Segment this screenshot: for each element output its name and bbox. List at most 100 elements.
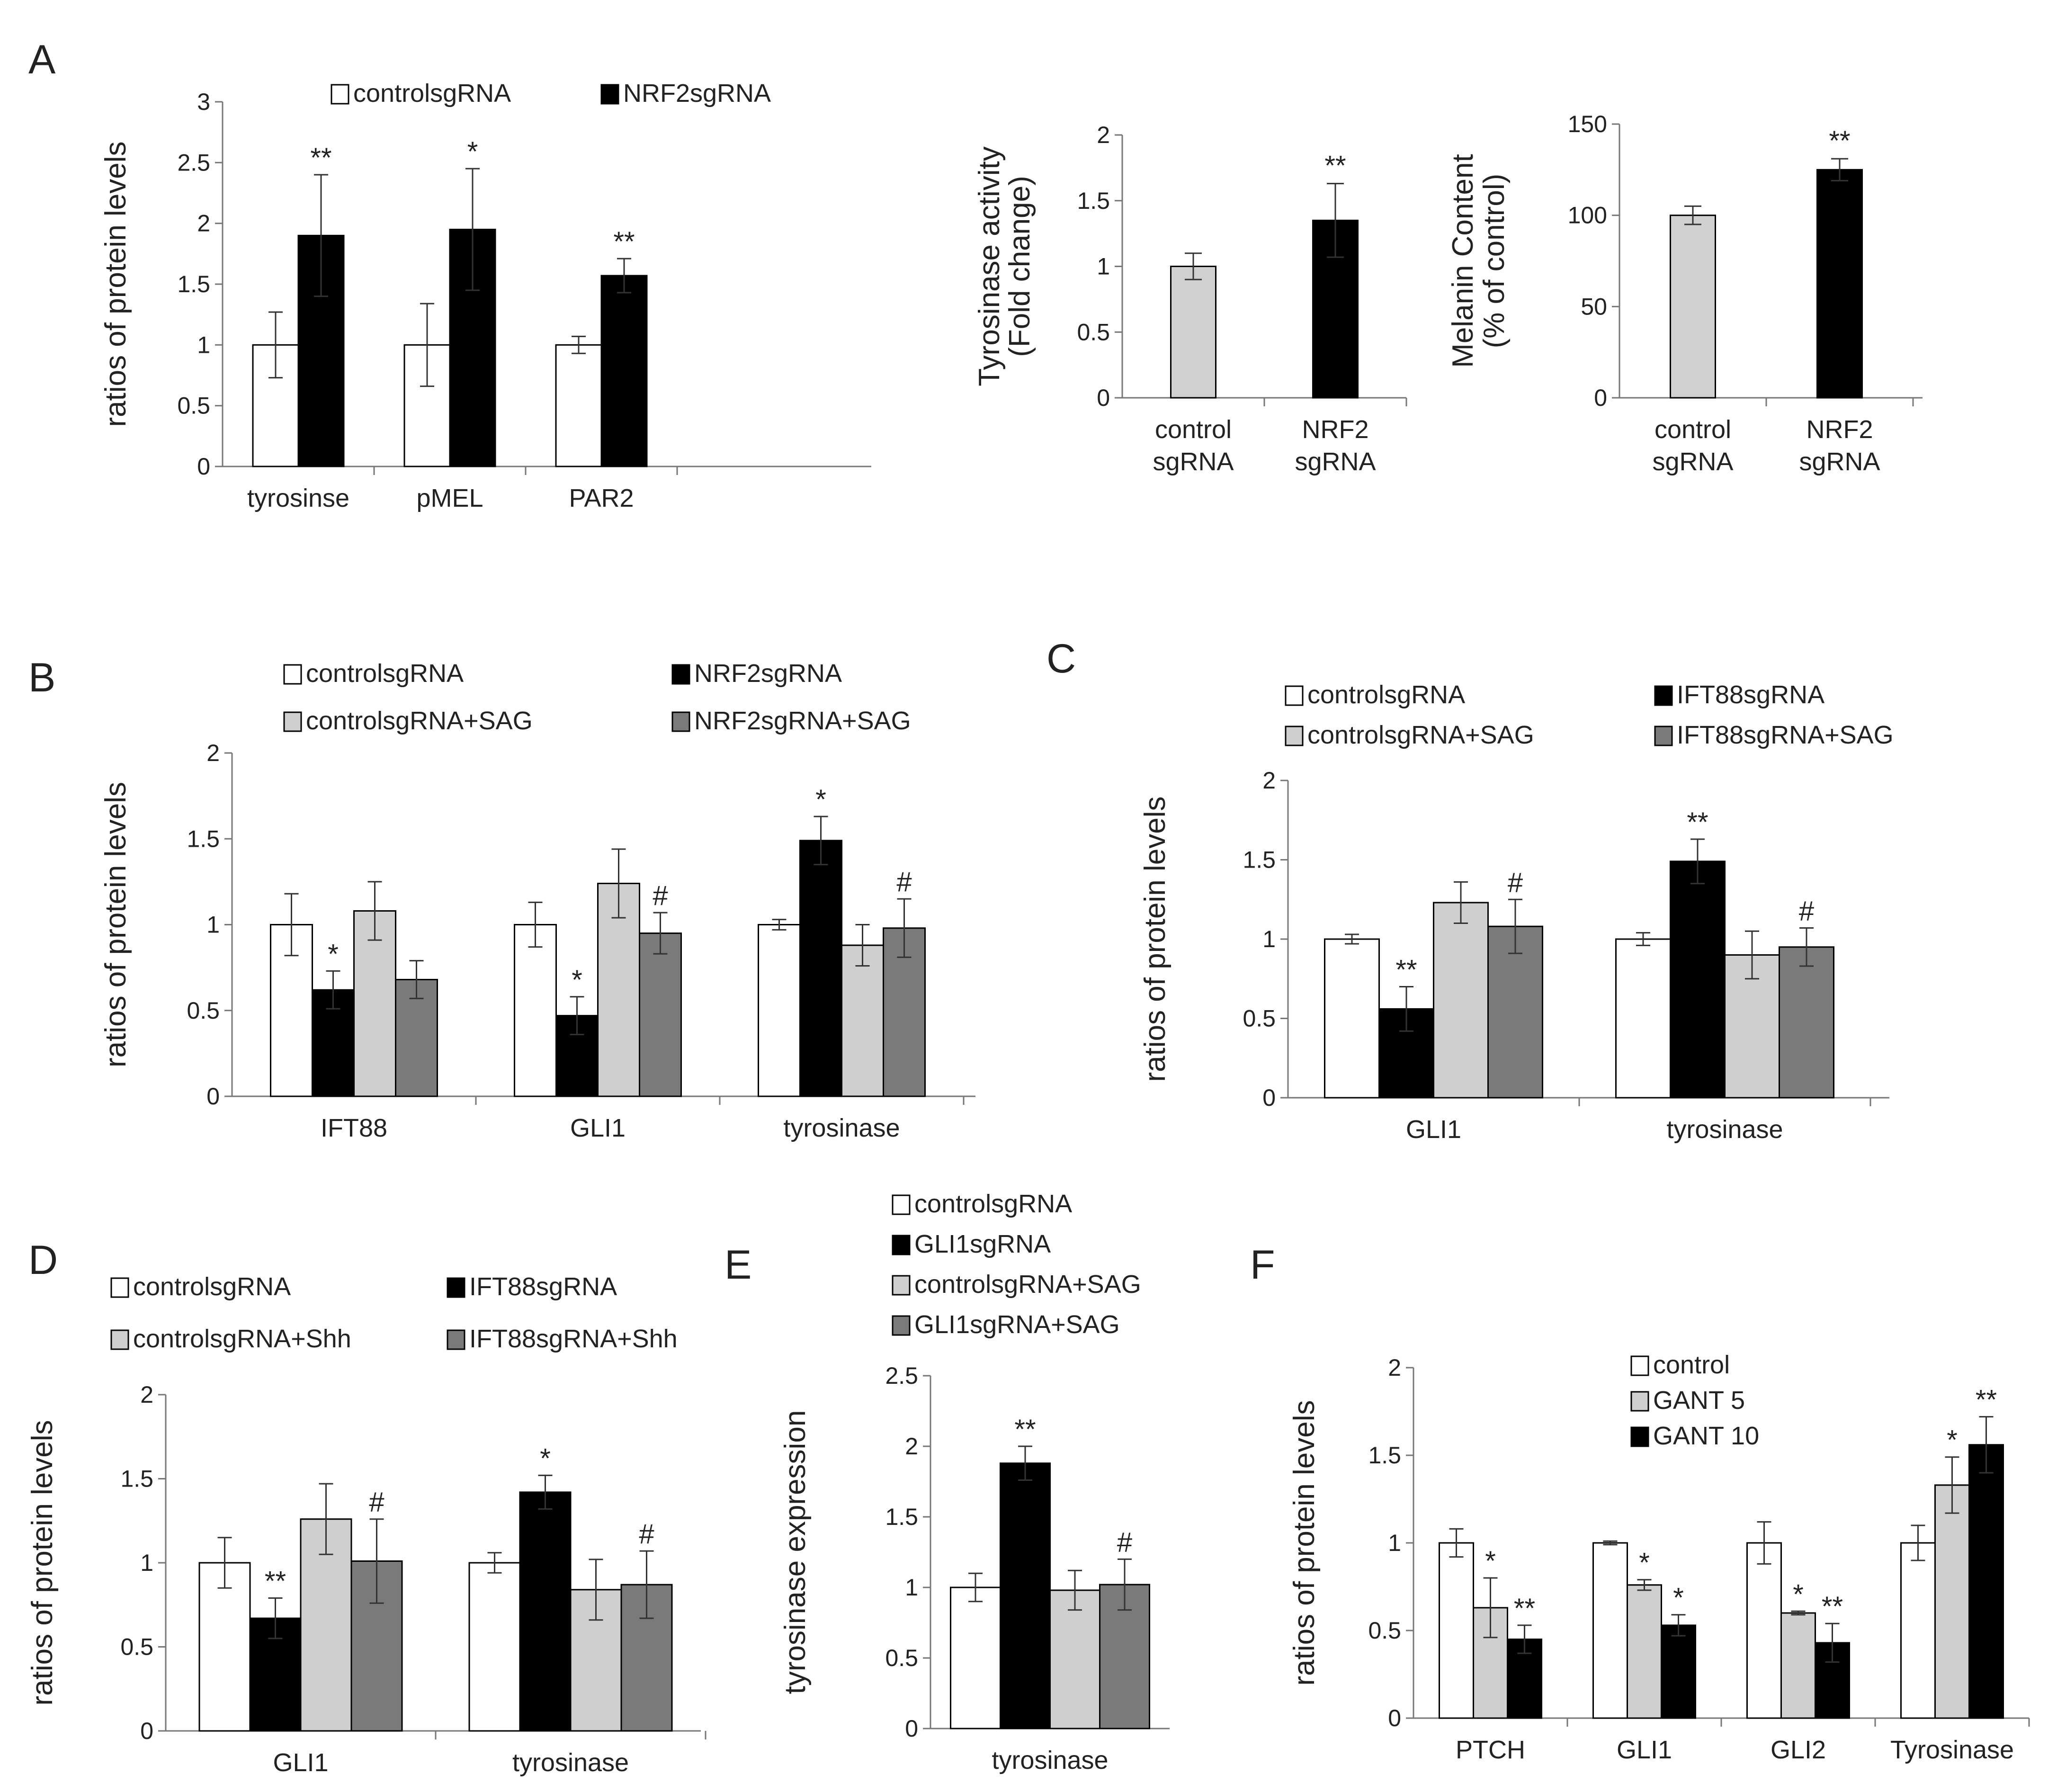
y-tick-label: 1.5 <box>1243 847 1276 873</box>
significance-marker: ** <box>1822 1591 1843 1622</box>
bar-ift88sgrna-tyrosinase <box>519 1491 572 1732</box>
y-tick-label: 1 <box>1388 1530 1401 1556</box>
bar-ift88sgrna-sag-tyrosinase <box>1779 946 1834 1099</box>
bar-controlsgrna-par2 <box>555 344 602 467</box>
bar-controlsgrna-tyrosinase <box>1615 938 1671 1099</box>
chart-a-melanin-content: 0 50 100 150 Melanin Content(% of control) co… <box>1447 111 1923 476</box>
y-tick-label: 0 <box>1388 1705 1401 1731</box>
legend-label-controlsgrna: controlsgRNA <box>353 79 511 108</box>
significance-marker: ** <box>1829 125 1850 156</box>
bar-controlsgrna-gli1 <box>514 924 557 1097</box>
significance-marker: * <box>1485 1546 1496 1577</box>
legend-swatch-control <box>1630 1355 1649 1376</box>
x-category-label: NRF2 <box>1302 415 1368 444</box>
chart-c-protein-levels: 0 0.5 1 1.5 2 ratios of protein levels GLI1 tyr… <box>1139 681 1894 1144</box>
y-tick-label: 2 <box>905 1433 918 1460</box>
x-category-label: GLI1 <box>273 1748 328 1777</box>
y-tick-label: 2 <box>1097 122 1110 148</box>
legend-label-controlsgrna-sag: controlsgRNA+SAG <box>306 707 533 735</box>
y-tick-label: 0 <box>1262 1084 1276 1111</box>
panel-letter-e: E <box>724 1242 751 1288</box>
x-category-label: Tyrosinase <box>1890 1736 2014 1764</box>
bar-controlsgrna-gli1 <box>198 1562 251 1732</box>
bar-gant-10-gli1 <box>1661 1624 1696 1719</box>
y-tick-label: 0.5 <box>177 393 210 419</box>
legend-swatch-controlsgrna <box>1285 685 1304 706</box>
chart-a-tyrosinase-activity: 0 0.5 1 1.5 2 Tyrosinase activity(Fold change… <box>973 122 1407 476</box>
x-category-label: sgRNA <box>1652 448 1733 476</box>
y-tick-label: 0 <box>206 1083 220 1110</box>
x-category-label: sgRNA <box>1799 448 1880 476</box>
bar-ift88sgrna-sag-gli1 <box>1487 925 1543 1099</box>
significance-marker: * <box>540 1443 551 1474</box>
panel-letter-f: F <box>1250 1242 1275 1288</box>
legend-label-gli1sgrna: GLI1sgRNA <box>914 1230 1051 1258</box>
bar-control-gli1 <box>1592 1542 1628 1719</box>
bar-control-sgrna <box>1670 215 1716 399</box>
y-tick-label: 1.5 <box>885 1504 918 1530</box>
legend-label-controlsgrna: controlsgRNA <box>914 1190 1072 1218</box>
y-tick-label: 2.5 <box>177 149 210 176</box>
y-tick-label: 0 <box>1594 385 1607 411</box>
y-tick-label: 0.5 <box>1243 1005 1276 1032</box>
legend-swatch-ift88sgrna-sag <box>1654 726 1673 746</box>
y-axis-label: ratios of protein levels <box>1288 1400 1321 1685</box>
y-axis-label: (% of control) <box>1478 174 1511 349</box>
legend-swatch-nrf2sgrna-sag <box>671 711 690 732</box>
y-tick-label: 1 <box>905 1574 918 1601</box>
legend-label-nrf2sgrna-sag: NRF2sgRNA+SAG <box>694 707 911 735</box>
x-category-label: control <box>1155 415 1232 444</box>
x-category-label: GLI1 <box>1406 1115 1461 1144</box>
bar-nrf2sgrna-sag-gli1 <box>639 932 682 1097</box>
y-axis-label: tyrosinase expression <box>779 1410 812 1694</box>
panel-letter-b: B <box>28 655 55 700</box>
legend-label-control: control <box>1653 1351 1730 1379</box>
legend-swatch-ift88sgrna <box>1654 685 1673 706</box>
legend-label-ift88sgrna: IFT88sgRNA <box>469 1272 617 1301</box>
legend-label-gant-5: GANT 5 <box>1653 1386 1745 1415</box>
legend-swatch-ift88sgrna <box>447 1277 465 1298</box>
significance-marker: ** <box>1395 955 1417 986</box>
legend-swatch-controlsgrna <box>892 1194 911 1215</box>
significance-marker: # <box>653 880 668 911</box>
significance-marker: ** <box>1976 1385 1997 1416</box>
y-axis-label: (Fold change) <box>1003 176 1036 357</box>
chart-d-protein-levels: 0 0.5 1 1.5 2 ratios of protein levels GLI1 tyr… <box>26 1272 707 1777</box>
y-tick-label: 1 <box>1262 926 1276 952</box>
significance-marker: ** <box>1324 151 1346 181</box>
significance-marker: # <box>1508 867 1523 898</box>
x-category-label: tyrosinase <box>992 1746 1108 1774</box>
y-axis-label: Melanin Content <box>1447 154 1479 368</box>
legend-label-nrf2sgrna: NRF2sgRNA <box>694 659 842 688</box>
significance-marker: * <box>815 784 826 815</box>
bar-control-sgrna <box>1170 266 1216 399</box>
y-tick-label: 1.5 <box>1077 188 1110 214</box>
bar-gant-5-gli2 <box>1780 1612 1816 1719</box>
significance-marker: * <box>1947 1425 1958 1456</box>
significance-marker: ** <box>310 143 331 173</box>
significance-marker: ** <box>265 1566 286 1597</box>
significance-marker: ** <box>1687 807 1708 838</box>
legend-swatch-controlsgrna <box>283 664 302 685</box>
x-category-label: pMEL <box>416 484 483 512</box>
y-tick-label: 1.5 <box>187 825 220 852</box>
y-tick-label: 2 <box>140 1381 153 1408</box>
legend-label-ift88sgrna-shh: IFT88sgRNA+Shh <box>469 1325 678 1353</box>
legend-swatch-gant-5 <box>1630 1391 1649 1412</box>
y-tick-label: 0 <box>905 1715 918 1742</box>
significance-marker: * <box>1793 1579 1804 1610</box>
bar-nrf2sgrna-tyrosinase <box>799 840 842 1097</box>
x-category-label: IFT88 <box>321 1114 387 1142</box>
y-tick-label: 50 <box>1581 293 1607 320</box>
y-tick-label: 1 <box>140 1550 153 1576</box>
chart-b-protein-levels: 0 0.5 1 1.5 2 ratios of protein levels IFT88 GL… <box>99 659 975 1142</box>
x-category-label: tyrosinase <box>783 1114 900 1142</box>
significance-marker: * <box>1639 1548 1650 1578</box>
panel-letter-c: C <box>1046 636 1076 681</box>
x-category-label: sgRNA <box>1295 448 1376 476</box>
panel-letter-d: D <box>28 1237 58 1283</box>
y-axis-label: ratios of protein levels <box>99 782 132 1067</box>
legend-swatch-controlsgrna <box>110 1277 129 1298</box>
y-tick-label: 0 <box>1097 385 1110 411</box>
